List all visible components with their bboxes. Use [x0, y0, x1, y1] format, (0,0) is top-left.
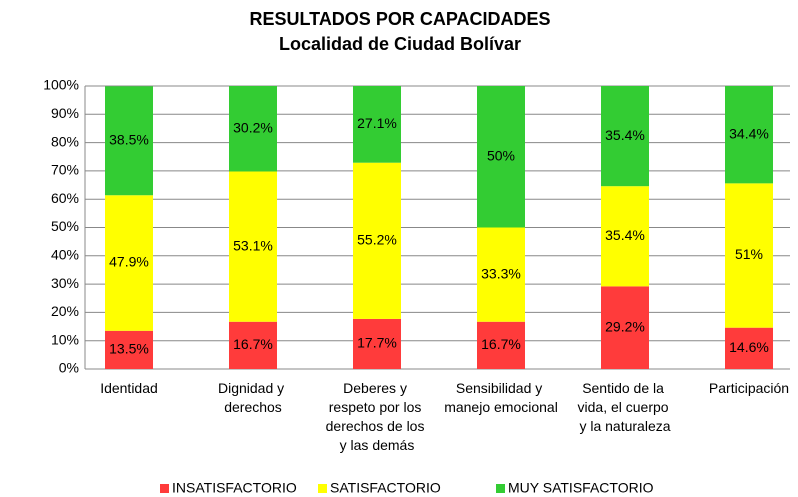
- data-label: 27.1%: [357, 115, 397, 131]
- legend-label: MUY SATISFACTORIO: [508, 480, 654, 496]
- x-tick-line: manejo emocional: [444, 399, 558, 415]
- bar-segment: [725, 86, 773, 184]
- data-label: 33.3%: [481, 265, 521, 281]
- data-label: 16.7%: [233, 336, 273, 352]
- bar-segment: [725, 327, 773, 369]
- legend-label: SATISFACTORIO: [330, 480, 441, 496]
- bar-segment: [353, 86, 401, 163]
- x-tick-line: Sentido de la: [582, 380, 668, 396]
- bar-segment: [477, 227, 525, 322]
- legend-label: INSATISFACTORIO: [172, 480, 297, 496]
- y-tick-label: 40%: [51, 247, 79, 263]
- legend-swatch: [318, 484, 327, 493]
- x-tick-line: Identidad: [100, 380, 158, 396]
- chart-subtitle: Localidad de Ciudad Bolívar: [279, 34, 521, 54]
- data-label: 34.4%: [729, 125, 769, 141]
- bar-segment: [353, 318, 401, 369]
- x-tick-line: derechos: [224, 399, 282, 415]
- x-tick-line: Sensibilidad y: [456, 380, 546, 396]
- data-label: 53.1%: [233, 237, 273, 253]
- bar-segment: [353, 162, 401, 319]
- data-label: 51%: [735, 246, 763, 262]
- x-tick-line: derechos de los: [326, 418, 429, 434]
- bar-segment: [229, 86, 277, 172]
- bar-segment: [229, 321, 277, 369]
- y-tick-label: 90%: [51, 105, 79, 121]
- x-tick-line: Participación: [709, 380, 789, 396]
- data-label: 29.2%: [605, 318, 645, 334]
- bar-segment: [105, 195, 153, 331]
- bar-segment: [105, 86, 153, 196]
- data-label: 47.9%: [109, 254, 149, 270]
- data-label: 35.4%: [605, 127, 645, 143]
- x-tick-line: vida, el cuerpo: [578, 399, 673, 415]
- bar-segment: [725, 183, 773, 328]
- bar-segment: [477, 86, 525, 228]
- bar-segment: [229, 171, 277, 322]
- bar-segment: [601, 86, 649, 187]
- y-tick-label: 60%: [51, 190, 79, 206]
- legend-swatch: [160, 484, 169, 493]
- x-tick-line: respeto por los: [329, 399, 426, 415]
- data-label: 17.7%: [357, 335, 397, 351]
- x-tick-line: Deberes y: [343, 380, 411, 396]
- data-label: 14.6%: [729, 339, 769, 355]
- data-label: 30.2%: [233, 119, 273, 135]
- chart-title: RESULTADOS POR CAPACIDADES: [249, 9, 550, 29]
- bar-segment: [105, 330, 153, 369]
- data-label: 16.7%: [481, 336, 521, 352]
- y-tick-label: 50%: [51, 218, 79, 234]
- bar-segment: [477, 321, 525, 369]
- x-tick-label: Identidad: [100, 380, 158, 396]
- legend-swatch: [496, 484, 505, 493]
- data-label: 35.4%: [605, 227, 645, 243]
- y-tick-label: 20%: [51, 303, 79, 319]
- bar-segment: [601, 186, 649, 287]
- x-tick-label: Dignidad y derechos: [218, 380, 288, 415]
- y-tick-label: 10%: [51, 331, 79, 347]
- x-tick-line: Dignidad y: [218, 380, 288, 396]
- data-label: 50%: [487, 147, 515, 163]
- data-label: 38.5%: [109, 131, 149, 147]
- data-label: 13.5%: [109, 341, 149, 357]
- x-tick-label: Deberes y respeto por los derechos de lo…: [326, 380, 429, 453]
- data-label: 55.2%: [357, 232, 397, 248]
- x-tick-line: y las demás: [340, 437, 415, 453]
- y-tick-label: 30%: [51, 275, 79, 291]
- x-tick-label: Participación: [709, 380, 789, 396]
- y-tick-label: 100%: [43, 77, 79, 93]
- x-tick-label: Sentido de la vida, el cuerpo y la natur…: [578, 380, 673, 434]
- x-tick-label: Sensibilidad y manejo emocional: [444, 380, 558, 415]
- y-tick-label: 0%: [59, 360, 79, 376]
- y-tick-label: 70%: [51, 162, 79, 178]
- bar-segment: [601, 286, 649, 369]
- x-tick-line: y la naturaleza: [579, 418, 670, 434]
- y-tick-label: 80%: [51, 133, 79, 149]
